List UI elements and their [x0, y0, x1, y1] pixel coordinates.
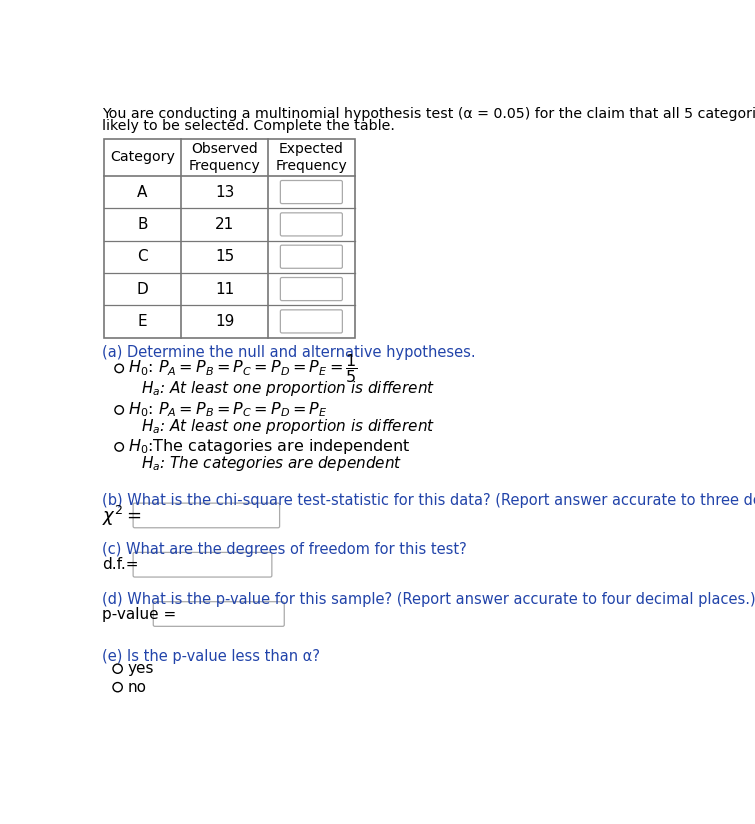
Text: (b) What is the chi-square test-statistic for this data? (Report answer accurate: (b) What is the chi-square test-statisti…: [102, 493, 755, 508]
Text: $H_a$: At least one proportion is different: $H_a$: At least one proportion is differ…: [141, 379, 435, 398]
Text: Observed
Frequency: Observed Frequency: [189, 143, 260, 172]
Text: no: no: [128, 680, 146, 695]
Text: (d) What is the p-value for this sample? (Report answer accurate to four decimal: (d) What is the p-value for this sample?…: [102, 592, 755, 606]
Text: You are conducting a multinomial hypothesis test (α = 0.05) for the claim that a: You are conducting a multinomial hypothe…: [102, 106, 755, 120]
Text: p-value =: p-value =: [102, 606, 177, 621]
Text: $H_0$: $P_A = P_B = P_C = P_D = P_E = \dfrac{1}{5}$: $H_0$: $P_A = P_B = P_C = P_D = P_E = \d…: [128, 352, 359, 385]
Circle shape: [115, 405, 123, 414]
FancyBboxPatch shape: [280, 310, 342, 333]
Text: B: B: [137, 217, 148, 232]
Text: E: E: [137, 314, 147, 329]
Text: A: A: [137, 185, 148, 199]
Text: 15: 15: [215, 249, 234, 265]
Text: D: D: [137, 282, 148, 297]
Text: d.f.=: d.f.=: [102, 557, 139, 572]
Text: 21: 21: [215, 217, 234, 232]
Text: (e) Is the p-value less than α?: (e) Is the p-value less than α?: [102, 648, 320, 663]
Text: 19: 19: [215, 314, 234, 329]
Circle shape: [115, 364, 123, 372]
Text: C: C: [137, 249, 148, 265]
Text: $H_a$: At least one proportion is different: $H_a$: At least one proportion is differ…: [141, 418, 435, 437]
Text: 13: 13: [215, 185, 234, 199]
Text: Expected
Frequency: Expected Frequency: [276, 143, 347, 172]
FancyBboxPatch shape: [133, 503, 279, 527]
Circle shape: [115, 442, 123, 452]
Text: 11: 11: [215, 282, 234, 297]
Text: yes: yes: [128, 661, 154, 677]
Bar: [103, 139, 355, 338]
Text: $\chi^2 =$: $\chi^2 =$: [102, 503, 141, 527]
Text: (c) What are the degrees of freedom for this test?: (c) What are the degrees of freedom for …: [102, 542, 467, 557]
Text: Category: Category: [110, 151, 175, 165]
FancyBboxPatch shape: [153, 602, 284, 626]
Text: (a) Determine the null and alternative hypotheses.: (a) Determine the null and alternative h…: [102, 345, 476, 360]
FancyBboxPatch shape: [280, 213, 342, 236]
FancyBboxPatch shape: [280, 278, 342, 301]
Text: likely to be selected. Complete the table.: likely to be selected. Complete the tabl…: [102, 119, 395, 133]
Circle shape: [113, 664, 122, 673]
Text: $H_0$: $P_A = P_B = P_C = P_D = P_E$: $H_0$: $P_A = P_B = P_C = P_D = P_E$: [128, 400, 328, 419]
Text: $H_a$: The categories are dependent: $H_a$: The categories are dependent: [141, 454, 402, 473]
FancyBboxPatch shape: [280, 246, 342, 269]
FancyBboxPatch shape: [133, 552, 272, 577]
Text: $H_0$:The catagories are independent: $H_0$:The catagories are independent: [128, 438, 411, 456]
Circle shape: [113, 682, 122, 692]
FancyBboxPatch shape: [280, 180, 342, 204]
